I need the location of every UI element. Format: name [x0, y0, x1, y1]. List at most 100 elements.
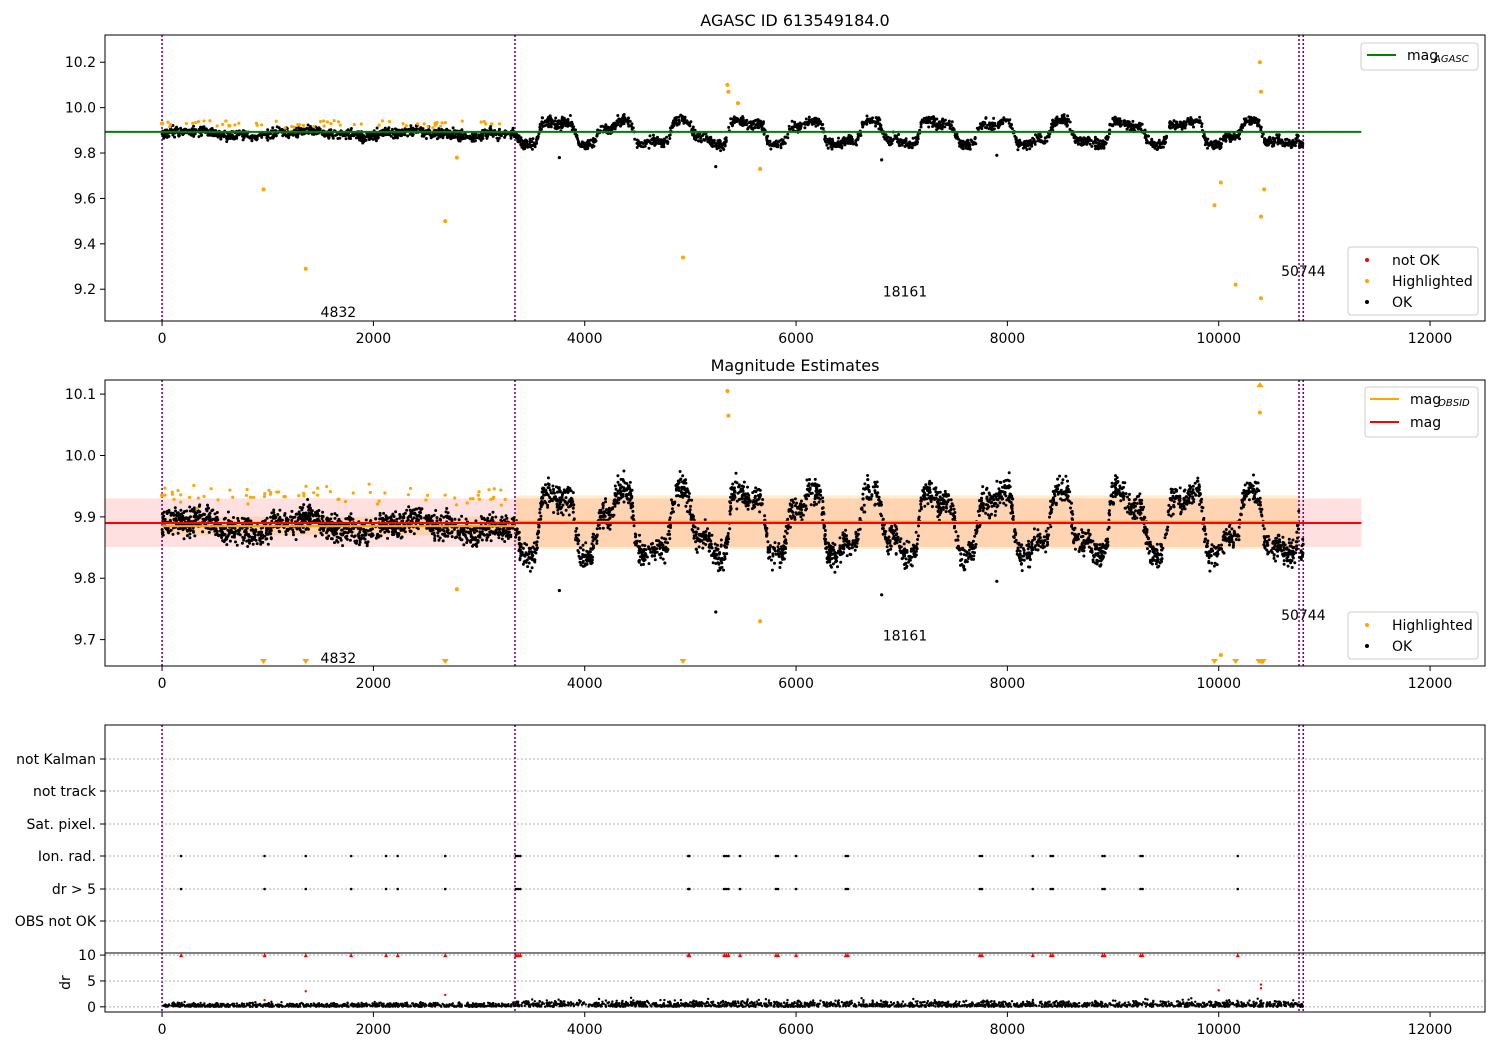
ok-point	[276, 513, 280, 516]
ok-point	[983, 122, 987, 126]
ok-point	[1131, 119, 1135, 123]
axes-frame	[104, 34, 1486, 322]
ok-point	[290, 509, 294, 513]
ok-point	[984, 116, 988, 120]
ok-point	[850, 135, 854, 139]
ok-point	[1173, 127, 1177, 131]
ok-point	[335, 532, 339, 535]
ok-point	[959, 143, 963, 147]
ok-point	[336, 137, 340, 140]
ok-point	[375, 126, 379, 130]
ok-point	[732, 120, 736, 124]
ok-point	[756, 126, 759, 129]
ok-point	[619, 124, 622, 128]
ok-point	[622, 469, 626, 473]
ok-point	[702, 138, 706, 141]
ok-point	[916, 534, 920, 538]
ok-point	[754, 118, 758, 122]
ok-point	[647, 562, 651, 566]
ok-point	[1032, 527, 1036, 531]
ok-point	[478, 137, 482, 140]
ok-point	[632, 524, 636, 528]
legend-subscript: AGASC	[1433, 54, 1469, 65]
ok-point	[1278, 139, 1282, 143]
ok-point	[638, 539, 642, 543]
ok-point	[294, 538, 298, 542]
legend-marker	[1365, 258, 1369, 262]
ok-point	[1017, 145, 1021, 148]
y-tick-label: 9.8	[74, 146, 96, 162]
ok-point	[1013, 134, 1017, 138]
ok-point	[665, 139, 669, 143]
ok-point	[1277, 137, 1281, 141]
ok-point	[616, 474, 620, 478]
ok-point	[496, 139, 500, 143]
ok-point	[945, 123, 949, 126]
ok-point	[339, 538, 343, 542]
ok-point	[734, 471, 738, 475]
ok-point	[1178, 120, 1182, 124]
ok-point	[433, 536, 437, 540]
ok-point	[967, 548, 971, 552]
obs-label: 4832	[321, 305, 357, 321]
ok-point	[1277, 133, 1281, 137]
ok-point	[926, 502, 930, 506]
ok-point	[474, 132, 478, 136]
ok-point	[751, 120, 755, 124]
ok-point	[1217, 142, 1221, 146]
ok-point	[1293, 144, 1297, 148]
ok-point	[535, 137, 539, 141]
ok-point	[865, 122, 869, 126]
ok-point	[616, 114, 620, 117]
ok-point	[571, 510, 575, 514]
ok-point	[331, 134, 335, 138]
ok-point	[378, 511, 382, 515]
ok-point	[440, 133, 444, 136]
ok-point	[1200, 122, 1204, 126]
ok-point	[897, 144, 901, 148]
ok-point	[786, 136, 790, 140]
ok-point	[1031, 136, 1035, 140]
highlighted-point	[735, 101, 740, 106]
highlighted-point	[237, 121, 241, 125]
ok-point	[1271, 136, 1275, 140]
ok-point	[1209, 140, 1213, 144]
ok-point	[692, 135, 696, 139]
ok-point	[1151, 145, 1155, 148]
ok-point	[980, 124, 984, 128]
ok-point	[613, 127, 617, 131]
ok-point	[568, 121, 572, 125]
highlighted-point	[758, 166, 763, 171]
ok-point	[631, 509, 635, 513]
ok-point	[557, 155, 561, 160]
ok-point	[766, 540, 770, 544]
ok-point	[877, 116, 881, 120]
ok-point	[643, 144, 647, 148]
ok-point	[824, 140, 828, 144]
ok-point	[1000, 119, 1004, 123]
ok-point	[1138, 124, 1142, 127]
ok-point	[949, 123, 953, 127]
ok-point	[1183, 126, 1187, 130]
ok-point	[498, 127, 501, 131]
highlighted-point	[490, 122, 494, 126]
ok-point	[235, 135, 239, 139]
ok-point	[836, 143, 840, 147]
ok-point	[605, 126, 609, 130]
ok-point	[1297, 139, 1301, 143]
ok-point	[714, 165, 718, 169]
ok-point	[523, 147, 527, 150]
ok-point	[903, 145, 907, 148]
ok-point	[164, 133, 168, 136]
highlighted-point	[1212, 203, 1217, 208]
ok-point	[613, 484, 617, 488]
ok-point	[469, 540, 473, 544]
ok-points	[160, 113, 1305, 153]
highlighted-point	[1258, 214, 1263, 219]
ok-point	[722, 568, 725, 572]
ok-point	[630, 122, 634, 126]
ok-point	[705, 135, 709, 139]
ok-point	[1019, 562, 1023, 566]
highlighted-point	[1262, 187, 1267, 192]
ok-point	[177, 134, 181, 138]
